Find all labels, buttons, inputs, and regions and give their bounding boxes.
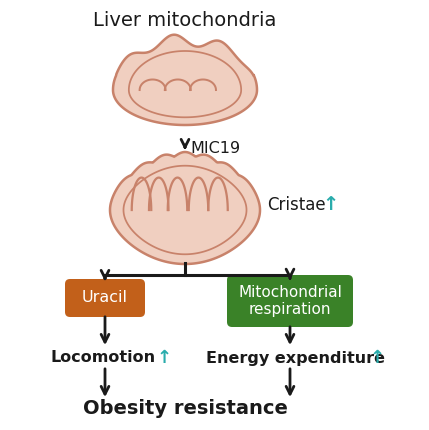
Polygon shape (113, 35, 257, 125)
FancyBboxPatch shape (65, 279, 145, 317)
Text: Energy expenditure: Energy expenditure (205, 350, 384, 366)
Text: Obesity resistance: Obesity resistance (82, 399, 287, 418)
Text: ↑: ↑ (322, 196, 338, 215)
Text: Uracil: Uracil (82, 291, 128, 305)
FancyBboxPatch shape (227, 275, 353, 327)
Text: Liver mitochondria: Liver mitochondria (94, 10, 277, 30)
Text: Mitochondrial
respiration: Mitochondrial respiration (238, 285, 342, 317)
Text: ↑: ↑ (157, 349, 172, 367)
Text: ↑: ↑ (370, 349, 385, 367)
Text: MIC19: MIC19 (190, 141, 240, 156)
Text: Cristae: Cristae (267, 196, 326, 214)
Polygon shape (110, 152, 260, 264)
Text: Locomotion: Locomotion (51, 350, 156, 366)
